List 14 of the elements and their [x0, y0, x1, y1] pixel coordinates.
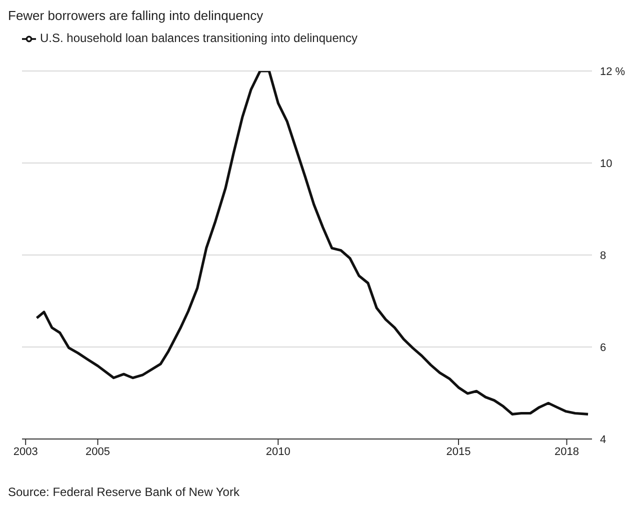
x-tick-label: 2003	[13, 446, 38, 458]
line-series	[35, 71, 590, 416]
y-tick-label: 8	[600, 250, 606, 262]
legend-label: U.S. household loan balances transitioning into delinquency	[40, 31, 358, 45]
y-tick-label: 4	[600, 434, 606, 446]
source-note: Source: Federal Reserve Bank of New York	[8, 485, 240, 499]
chart-title: Fewer borrowers are falling into delinquency	[8, 8, 264, 23]
y-tick-label: 10	[600, 158, 612, 170]
y-tick-label: 6	[600, 342, 606, 354]
x-tick-label: 2005	[86, 446, 110, 458]
x-tick-label: 2010	[266, 446, 290, 458]
y-tick-label: 12 %	[600, 66, 626, 78]
x-tick-label: 2015	[446, 446, 471, 458]
x-tick-label: 2018	[554, 446, 579, 458]
